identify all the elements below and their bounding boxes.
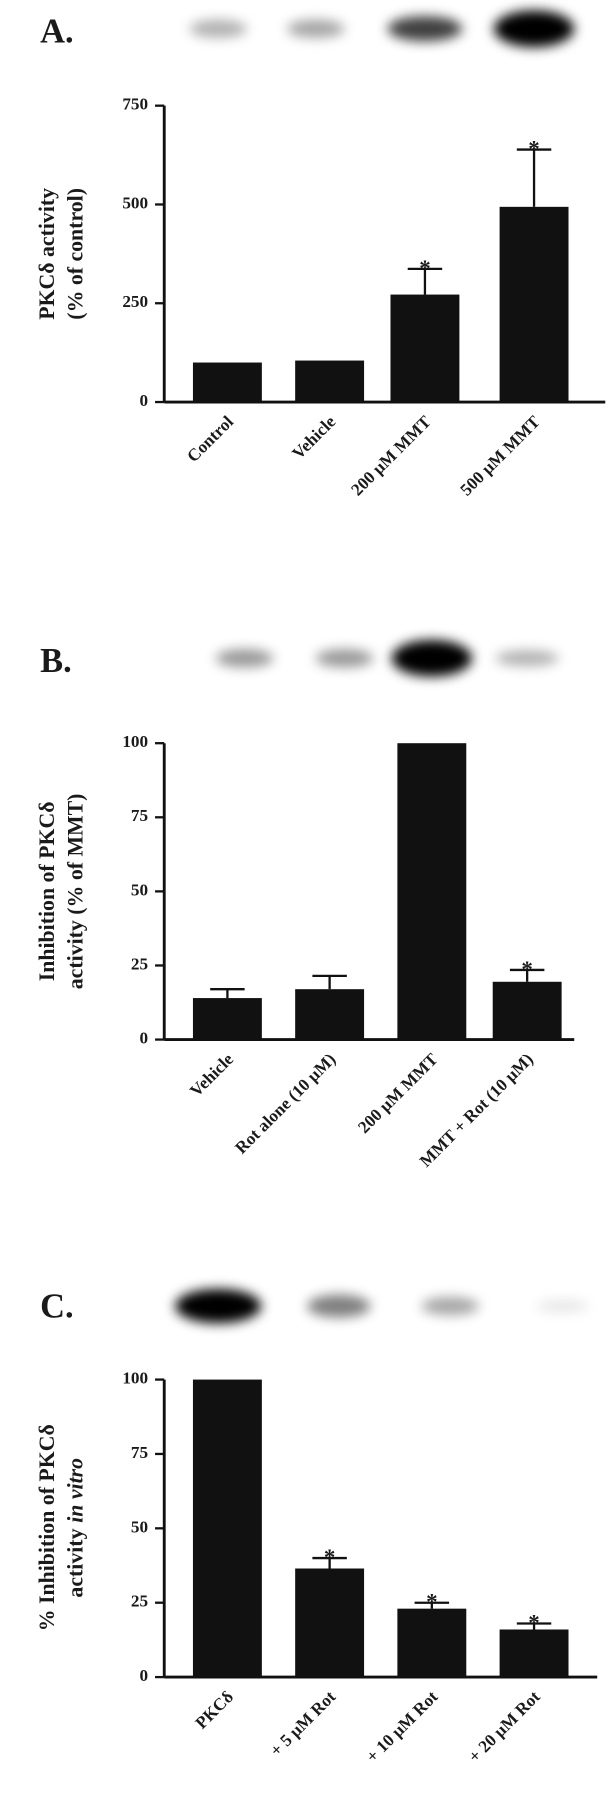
error-bar [312,974,347,990]
x-tick-label: 200 μM MMT [347,412,435,500]
y-tick-label: 250 [122,292,148,311]
error-bar [414,1601,450,1609]
bar [499,206,569,403]
x-tick-label: + 5 μM Rot [266,1687,339,1760]
panel-label: A. [40,12,73,50]
x-tick-label: Rot alone (10 μM) [231,1050,339,1158]
significance-marker: * [528,136,539,161]
x-tick-label: PKCδ [192,1687,237,1733]
y-tick-label: 500 [122,193,148,212]
bar [390,294,460,403]
blot-band [421,1296,479,1316]
bar [397,1608,467,1678]
y-tick-label: 25 [131,1592,148,1611]
panel-label: B. [40,642,72,680]
y-tick-label: 75 [131,1443,148,1462]
x-tick-label: + 10 μM Rot [363,1687,442,1766]
blot-band [287,19,345,38]
bar [295,360,365,403]
y-tick-label: 50 [131,1517,148,1536]
blot-band [391,639,473,677]
y-axis-label-part: activity (% of MMT) [64,794,88,990]
y-tick-label: 75 [131,806,148,825]
significance-marker: * [324,1545,335,1570]
y-axis-label: PKCδ activity (% of control) [35,188,88,320]
blot-image [215,639,559,677]
panel-label: C. [40,1287,73,1325]
y-axis-label: % Inhibition of PKCδ activity in vitro [35,1424,88,1631]
y-axis-label-part: Inhibition of PKCδ [35,801,59,981]
blot-band [189,19,247,38]
blot-band [315,649,374,668]
y-axis-label-part: (% of control) [64,188,88,320]
blot-band [175,1288,262,1324]
significance-marker: * [528,1610,539,1635]
y-tick-label: 0 [140,391,149,410]
y-tick-label: 100 [122,1369,148,1388]
x-tick-label: Vehicle [288,412,339,463]
blot-band [495,650,559,667]
y-axis-label-part: PKCδ activity [35,188,59,320]
bar [492,981,562,1040]
y-tick-label: 0 [140,1029,149,1048]
y-tick-label: 100 [122,732,148,751]
blot-image [175,1288,589,1324]
error-bar [407,267,443,295]
y-tick-label: 50 [131,880,148,899]
x-tick-label: 500 μM MMT [456,412,544,500]
x-tick-label: Control [183,412,237,466]
blot-band [215,649,274,668]
bar [295,989,365,1040]
y-axis-label: Inhibition of PKCδ activity (% of MMT) [35,794,88,990]
x-tick-label: Vehicle [186,1049,237,1100]
blot-band [307,1294,371,1318]
y-axis-label-part: activity [64,1528,88,1597]
bar [499,1629,569,1678]
y-tick-label: 25 [131,954,148,973]
bar [397,743,467,1040]
error-bar [516,1622,552,1630]
bar [192,1379,262,1678]
y-tick-label: 750 [122,95,148,114]
y-axis-label-part: in vitro [64,1458,88,1523]
significance-marker: * [521,957,532,982]
bar [192,998,262,1040]
x-tick-label: 200 μM MMT [354,1049,442,1137]
error-bar [210,988,245,999]
bar [192,362,262,403]
blot-band [536,1300,589,1312]
blot-image [189,10,575,48]
y-axis-label-part: % Inhibition of PKCδ [35,1424,59,1631]
blot-band [493,10,575,48]
significance-marker: * [426,1590,437,1615]
y-tick-label: 0 [140,1666,149,1685]
error-bar [312,1556,347,1569]
blot-band [387,16,463,42]
significance-marker: * [419,256,430,281]
bar [295,1568,365,1678]
x-tick-label: + 20 μM Rot [465,1687,544,1766]
error-bar [509,968,545,982]
error-bar [516,148,552,207]
